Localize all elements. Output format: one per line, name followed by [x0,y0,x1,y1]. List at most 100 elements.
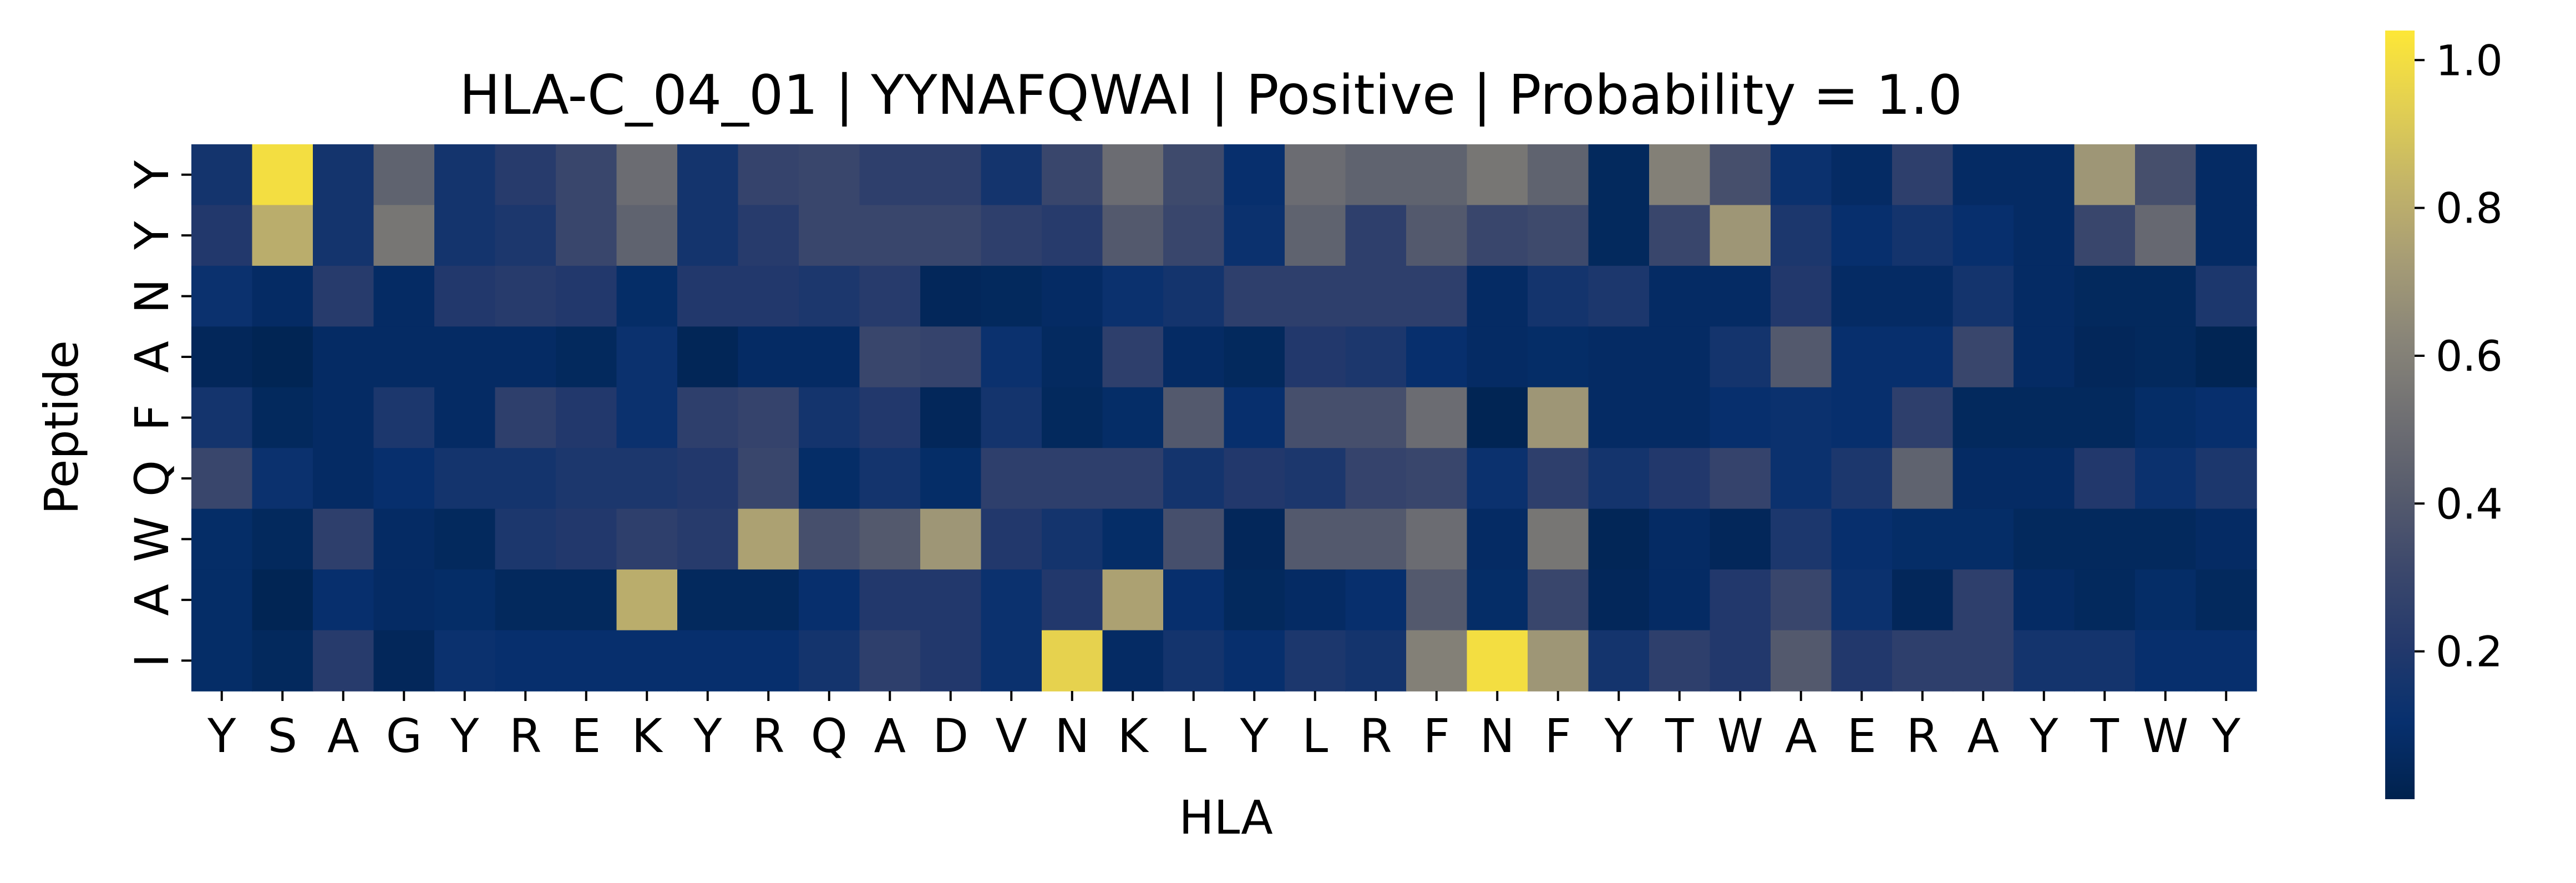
heatmap-cell [1467,205,1528,266]
heatmap-cell [1102,387,1164,449]
heatmap-cell [191,630,253,692]
heatmap-cell [799,630,860,692]
heatmap-cell [1588,205,1650,266]
heatmap-cell [1102,630,1164,692]
heatmap-cell [920,326,982,388]
heatmap-cell [1771,326,1832,388]
heatmap-cell [495,387,556,449]
heatmap-cell [2014,265,2075,327]
heatmap-cell [1771,144,1832,206]
heatmap-cell [1406,387,1468,449]
heatmap-cell [859,508,921,570]
heatmap-cell [1102,508,1164,570]
heatmap-cell [677,205,739,266]
heatmap-cell [738,205,799,266]
heatmap-cell [1528,630,1589,692]
heatmap-cell [1163,448,1225,509]
heatmap-cell [1588,448,1650,509]
heatmap-cell [191,205,253,266]
heatmap-cell [1892,326,1954,388]
heatmap-cell [191,326,253,388]
heatmap-cell [1163,569,1225,631]
heatmap-cell [2195,569,2257,631]
heatmap-cell [1285,630,1346,692]
heatmap-cell [1649,630,1711,692]
heatmap-cell [1345,630,1407,692]
heatmap-cell [920,508,982,570]
heatmap-cell [1528,508,1589,570]
heatmap-cell [981,144,1042,206]
heatmap-cell [738,508,799,570]
x-tick-label: S [268,709,297,763]
heatmap-cell [677,144,739,206]
x-tick-label: T [1665,709,1694,763]
heatmap-cell [434,265,496,327]
heatmap-cell [1467,630,1528,692]
heatmap-cell [1406,569,1468,631]
heatmap-cell [920,630,982,692]
heatmap-cell [859,569,921,631]
heatmap-cell [252,144,313,206]
heatmap-cell [1406,326,1468,388]
heatmap-cell [191,387,253,449]
heatmap-cell [920,569,982,631]
heatmap-cell [1953,569,2014,631]
colorbar-tick-label: 0.4 [2436,479,2503,528]
heatmap-cell [1528,144,1589,206]
heatmap-cell [1649,387,1711,449]
y-tick-label: Y [125,221,179,250]
heatmap-cell [313,630,374,692]
heatmap-cell [1406,508,1468,570]
x-tick-label: N [1054,709,1089,763]
heatmap-cell [859,387,921,449]
heatmap-cell [1588,508,1650,570]
heatmap-cell [495,448,556,509]
heatmap-cell [1224,448,1285,509]
heatmap-cell [1528,265,1589,327]
heatmap-cell [1892,265,1954,327]
x-tick-label: G [386,709,422,763]
heatmap-cell [313,265,374,327]
heatmap-cell [1224,205,1285,266]
heatmap-cell [2014,630,2075,692]
heatmap-cell [1042,630,1103,692]
x-tick-label: V [996,709,1027,763]
heatmap-cell [1831,508,1893,570]
heatmap-cell [1710,569,1771,631]
heatmap-cell [2135,387,2197,449]
heatmap-cell [1163,387,1225,449]
heatmap-cell [859,326,921,388]
heatmap-cell [859,144,921,206]
x-axis-label: HLA [1179,790,1272,845]
heatmap-cell [738,448,799,509]
heatmap-cell [2074,144,2136,206]
heatmap-cell [1285,205,1346,266]
heatmap-cell [2135,508,2197,570]
heatmap-cell [191,448,253,509]
heatmap-cell [1224,387,1285,449]
x-tick-label: R [1906,709,1939,763]
heatmap-cell [1710,205,1771,266]
heatmap-cell [677,387,739,449]
heatmap-cell [373,569,435,631]
heatmap-cell [1224,630,1285,692]
heatmap-cell [1710,144,1771,206]
heatmap-cell [616,508,678,570]
heatmap-cell [1345,326,1407,388]
x-tick-label: R [752,709,784,763]
heatmap-cell [1102,144,1164,206]
heatmap-cell [495,144,556,206]
x-tick-label: Y [1240,709,1269,763]
heatmap-cell [981,205,1042,266]
heatmap-cell [434,630,496,692]
x-tick-label: D [932,709,968,763]
heatmap-cell [1042,205,1103,266]
heatmap-cell [2074,508,2136,570]
x-tick-label: Y [450,709,479,763]
heatmap-cell [1163,205,1225,266]
heatmap-cell [1285,387,1346,449]
heatmap-cell [373,144,435,206]
heatmap-cell [677,508,739,570]
heatmap-cell [1953,205,2014,266]
heatmap-cell [1224,326,1285,388]
